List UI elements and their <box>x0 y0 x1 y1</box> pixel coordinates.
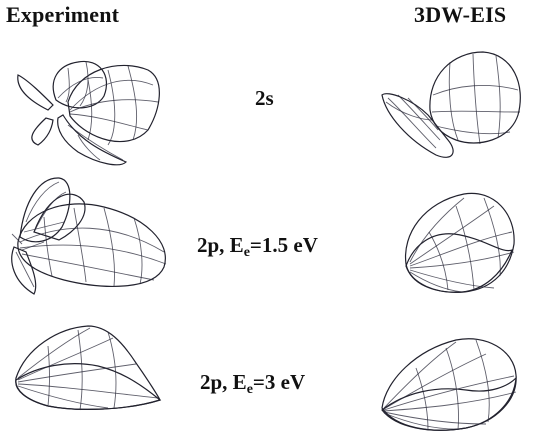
row-label-2p-1.5ev: 2p, Ee=1.5 eV <box>197 233 318 261</box>
row-label-subscript: e <box>246 382 253 397</box>
experiment-2p-1.5ev-lobe-plot <box>11 177 167 295</box>
row-label-subscript: e <box>243 245 250 260</box>
row-label-2s: 2s <box>255 86 274 110</box>
row-label-rest: =3 eV <box>252 370 306 394</box>
experiment-2p-3ev-lobe-plot <box>15 325 162 411</box>
experiment-2s-lobe-plot <box>17 60 160 166</box>
row-label-main: 2p, E <box>197 233 244 257</box>
row-label-main: 2p, E <box>200 370 247 394</box>
row-label-2p-3ev: 2p, Ee=3 eV <box>200 370 305 398</box>
header-experiment: Experiment <box>6 2 120 27</box>
theory-2p-3ev-lobe-plot <box>381 338 517 431</box>
theory-2p-1.5ev-lobe-plot <box>404 192 515 293</box>
header-3dw-eis: 3DW-EIS <box>414 2 507 27</box>
theory-2s-lobe-plot <box>381 51 521 158</box>
row-label-rest: =1.5 eV <box>249 233 318 257</box>
